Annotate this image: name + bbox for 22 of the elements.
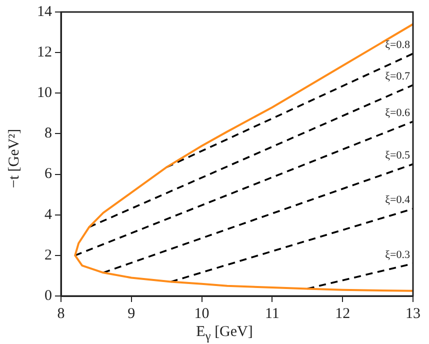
series-label: ξ=0.3	[385, 248, 410, 261]
series-label: ξ=0.6	[385, 106, 410, 119]
y-tick-label: 10	[37, 85, 52, 102]
series-label: ξ=0.5	[385, 150, 410, 162]
y-tick-label: 6	[44, 166, 52, 182]
y-tick-label: 8	[44, 126, 52, 142]
y-tick-label: 0	[44, 288, 52, 304]
series-label: ξ=0.4	[385, 194, 410, 206]
y-axis-title: −t [GeV²]	[6, 128, 24, 190]
x-tick-label: 8	[57, 306, 65, 322]
x-axis-title: E$_{γ}$ [GeV]	[195, 324, 254, 344]
series-label: ξ=0.7	[385, 70, 410, 82]
x-tick-label: 12	[335, 306, 350, 322]
y-tick-label: 2	[44, 247, 52, 264]
y-tick-label: 14	[37, 4, 52, 20]
y-tick-label: 4	[44, 206, 52, 223]
y-tick-label: 12	[37, 44, 52, 61]
x-tick-label: 10	[194, 306, 210, 322]
x-tick-label: 11	[264, 306, 280, 322]
x-tick-label: 13	[406, 306, 420, 322]
x-tick-label: 9	[128, 306, 136, 322]
series-label: ξ=0.8	[385, 38, 410, 51]
